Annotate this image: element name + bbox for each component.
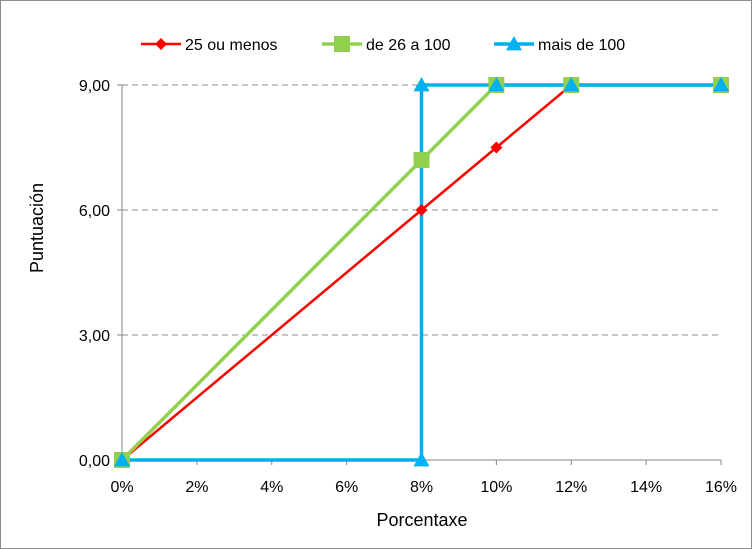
x-tick-label: 10% <box>480 479 512 496</box>
series-2-point-2 <box>413 77 430 92</box>
series-lines <box>120 83 721 462</box>
series-line-2 <box>122 83 721 462</box>
y-tick-label: 3,00 <box>79 328 110 345</box>
series-0-point-1 <box>415 204 428 216</box>
x-tick-label: 14% <box>630 479 662 496</box>
x-tick-label: 8% <box>410 479 433 496</box>
series-markers <box>114 77 729 468</box>
series-0-point-2 <box>490 141 503 154</box>
series-2-point-4 <box>563 77 580 92</box>
legend: 25 ou menos de 26 a 100 mais de 100 <box>141 36 625 54</box>
series-2-point-0 <box>114 452 130 467</box>
legend-label-0: 25 ou menos <box>185 37 278 54</box>
x-tick-label: 4% <box>260 479 283 496</box>
tick-labels: 0,00 3,00 6,00 9,00 0% 2% 4% 6% 8% 10% 12% 14% 16% <box>79 78 737 496</box>
x-tick-label: 6% <box>335 479 358 496</box>
x-tick-label: 2% <box>185 479 208 496</box>
y-axis-title: Puntuación <box>27 183 47 273</box>
series-1-point-1 <box>413 152 430 168</box>
legend-label-2: mais de 100 <box>538 37 625 54</box>
x-axis-title: Porcentaxe <box>376 510 467 530</box>
y-tick-label: 6,00 <box>79 203 110 220</box>
series-2-point-5 <box>713 77 729 92</box>
x-tick-label: 16% <box>705 479 737 496</box>
legend-marker-1 <box>334 36 350 52</box>
y-tick-label: 0,00 <box>79 453 110 470</box>
y-tick-label: 9,00 <box>79 78 110 95</box>
axes <box>117 84 722 465</box>
series-2-point-3 <box>488 77 505 92</box>
x-tick-label: 0% <box>110 479 133 496</box>
legend-label-1: de 26 a 100 <box>366 37 451 54</box>
legend-marker-2 <box>506 36 522 51</box>
series-2-point-1 <box>413 452 430 467</box>
x-tick-label: 12% <box>555 479 587 496</box>
legend-marker-0 <box>155 38 167 50</box>
